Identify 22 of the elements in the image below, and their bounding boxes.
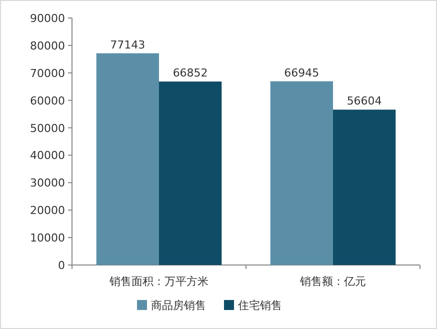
legend-label: 住宅销售 [238,299,282,312]
y-tick-label: 40000 [30,149,65,162]
bar [270,81,333,265]
y-tick-label: 90000 [30,12,65,25]
legend-label: 商品房销售 [151,299,206,312]
y-tick-label: 0 [58,259,65,272]
bar [159,82,222,265]
y-tick-label: 10000 [30,232,65,245]
data-label: 66852 [172,66,208,80]
y-tick-label: 60000 [30,94,65,108]
bar [333,110,396,265]
data-label: 66945 [284,66,320,80]
x-tick-label: 销售面积：万平方米 [108,275,208,288]
x-tick-label: 销售额：亿元 [299,275,366,288]
y-tick-label: 30000 [30,176,65,190]
y-tick-label: 80000 [30,39,65,52]
bar [96,53,159,265]
y-tick-label: 70000 [30,66,65,80]
y-tick-label: 20000 [30,204,65,218]
data-label: 56604 [346,94,382,108]
y-tick-label: 50000 [30,122,65,135]
data-label: 77143 [110,38,146,52]
